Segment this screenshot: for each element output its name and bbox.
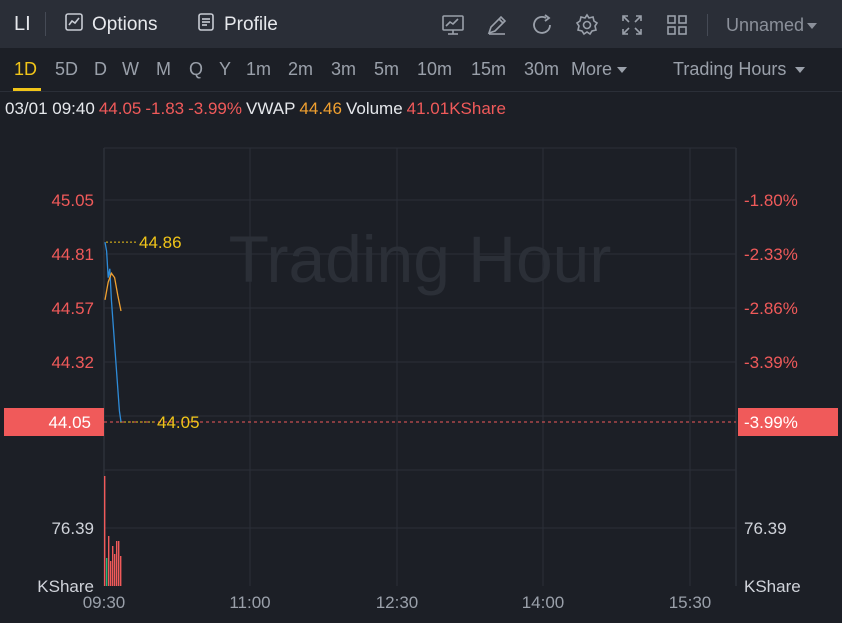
volume-unit-left: KShare — [37, 577, 94, 596]
gear-icon[interactable] — [575, 13, 599, 37]
more-periods-dropdown[interactable]: More — [571, 59, 628, 80]
volume-bar — [118, 541, 120, 586]
more-label: More — [571, 59, 613, 79]
volume-bar — [104, 476, 106, 586]
period-y[interactable]: Y — [219, 59, 232, 79]
grid-layout-icon[interactable] — [665, 13, 689, 37]
time-axis: 09:30 11:00 12:30 14:00 15:30 — [83, 593, 712, 612]
high-marker-label: 44.86 — [139, 233, 182, 252]
percent-tick-label: -2.33% — [744, 245, 798, 264]
refresh-icon[interactable] — [530, 13, 554, 37]
percent-tick-label: -1.80% — [744, 191, 798, 210]
info-price: 44.05 — [98, 99, 142, 118]
percent-axis: -1.80% -2.33% -2.86% -3.39% -3.99% — [738, 191, 838, 436]
current-price-label: 44.05 — [48, 413, 91, 432]
info-vwap-value: 44.46 — [299, 99, 342, 118]
current-price-badge — [4, 408, 104, 436]
trading-hours-dropdown[interactable]: Trading Hours — [673, 59, 806, 80]
time-tick-label: 12:30 — [376, 593, 419, 612]
volume-unit-right: KShare — [744, 577, 801, 596]
profile-button[interactable]: Profile — [196, 11, 278, 39]
info-volume-value: 41.01KShare — [406, 99, 506, 118]
active-period-underline — [13, 88, 41, 91]
info-volume-label: Volume — [345, 99, 403, 118]
price-tick-label: 44.32 — [51, 353, 94, 372]
period-m[interactable]: M — [156, 59, 171, 79]
volume-bar — [110, 561, 112, 586]
volume-bar — [116, 541, 118, 586]
info-vwap-label: VWAP — [245, 99, 296, 118]
period-d[interactable]: D — [94, 59, 107, 79]
trading-hours-label: Trading Hours — [673, 59, 787, 79]
current-pct-label: -3.99% — [744, 413, 798, 432]
volume-bars: 76.39 76.39 KShare KShare — [37, 476, 801, 596]
info-change-pct: -3.99% — [188, 99, 242, 118]
top-toolbar: LI Options Profile Unnamed — [0, 0, 842, 48]
time-tick-label: 14:00 — [522, 593, 565, 612]
options-chart-icon — [64, 12, 84, 38]
price-tick-label: 45.05 — [51, 191, 94, 210]
price-axis: 45.05 44.81 44.57 44.32 44.05 — [4, 191, 104, 436]
chart-display-icon[interactable] — [441, 13, 465, 37]
period-bar: 1D 5D D W M Q Y 1m 2m 3m 5m 10m 15m 30m More Trading … — [0, 48, 842, 92]
toolbar-divider — [707, 14, 708, 36]
vwap-line — [104, 271, 122, 312]
period-3m[interactable]: 3m — [331, 59, 357, 79]
volume-bar — [112, 546, 114, 586]
time-tick-label: 15:30 — [669, 593, 712, 612]
volume-axis-label-right: 76.39 — [744, 519, 787, 538]
current-pct-badge — [738, 408, 838, 436]
volume-axis-label-left: 76.39 — [51, 519, 94, 538]
toolbar-divider — [45, 12, 46, 36]
period-2m[interactable]: 2m — [288, 59, 314, 79]
period-1d[interactable]: 1D — [14, 59, 38, 79]
period-1m[interactable]: 1m — [246, 59, 272, 79]
volume-bar — [108, 536, 110, 586]
caret-down-icon — [794, 59, 806, 80]
chart-grid — [103, 147, 737, 586]
percent-tick-label: -3.39% — [744, 353, 798, 372]
period-q[interactable]: Q — [189, 59, 204, 79]
quote-info-bar: 03/01 09:40 44.05 -1.83 -3.99% VWAP 44.46 Volu… — [5, 99, 510, 119]
caret-down-icon — [806, 15, 818, 36]
info-change: -1.83 — [145, 99, 185, 118]
options-label: Options — [92, 14, 158, 35]
profile-document-icon — [196, 12, 216, 38]
period-w[interactable]: W — [122, 59, 139, 79]
fullscreen-icon[interactable] — [620, 13, 644, 37]
price-tick-label: 44.57 — [51, 299, 94, 318]
price-tick-label: 44.81 — [51, 245, 94, 264]
caret-down-icon — [616, 59, 628, 80]
profile-label: Profile — [224, 14, 278, 35]
layout-name-dropdown[interactable]: Unnamed — [726, 15, 818, 36]
chart-series: 44.86 44.05 — [104, 233, 736, 432]
period-5d[interactable]: 5D — [55, 59, 79, 79]
price-line — [104, 242, 122, 423]
period-30m[interactable]: 30m — [524, 59, 560, 79]
symbol-label[interactable]: LI — [14, 13, 31, 35]
time-tick-label: 11:00 — [229, 593, 270, 612]
volume-bar — [120, 556, 122, 586]
volume-bar — [106, 558, 108, 586]
low-marker-label: 44.05 — [157, 413, 200, 432]
chart-watermark: Trading Hour — [229, 222, 612, 296]
period-10m[interactable]: 10m — [417, 59, 453, 79]
layout-name-label: Unnamed — [726, 15, 805, 35]
period-5m[interactable]: 5m — [374, 59, 400, 79]
options-button[interactable]: Options — [64, 11, 157, 39]
time-tick-label: 09:30 — [83, 593, 126, 612]
period-15m[interactable]: 15m — [471, 59, 507, 79]
volume-bar — [114, 554, 116, 586]
info-datetime: 03/01 09:40 — [5, 99, 95, 118]
pencil-icon[interactable] — [485, 13, 509, 37]
percent-tick-label: -2.86% — [744, 299, 798, 318]
